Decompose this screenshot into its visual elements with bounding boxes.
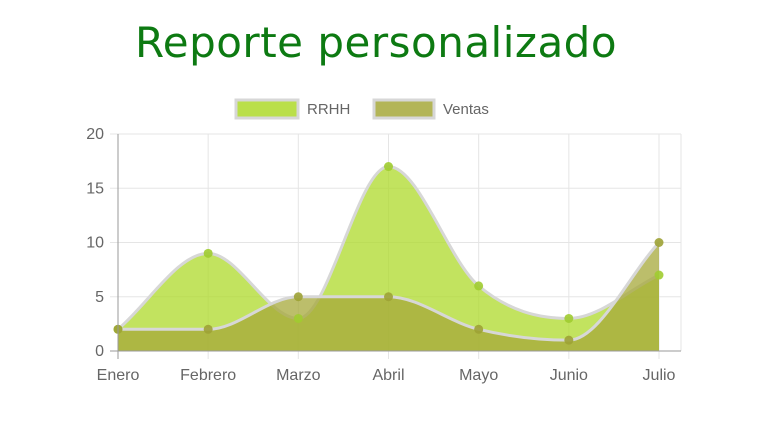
page-title: Reporte personalizado — [134, 18, 618, 67]
y-tick-label: 10 — [86, 235, 104, 252]
y-tick-label: 0 — [95, 343, 104, 360]
data-point-ventas — [203, 324, 213, 334]
legend-swatch-ventas — [372, 98, 436, 120]
legend-label-ventas: Ventas — [443, 101, 489, 118]
chart-axes: 0 5 10 15 20 Enero Febrero Marzo Abril Mayo Junio J… — [86, 126, 681, 384]
x-tick-label: Marzo — [276, 367, 321, 384]
x-tick-label: Febrero — [180, 367, 236, 384]
data-point-rrhh — [474, 281, 484, 291]
series-area-rrhh — [118, 166, 659, 351]
y-tick-label: 5 — [95, 289, 104, 306]
data-point-rrhh — [293, 313, 303, 323]
data-point-ventas — [474, 324, 484, 334]
chart-legend: RRHH Ventas — [234, 98, 489, 120]
data-point-rrhh — [654, 270, 664, 280]
chart-points — [113, 162, 664, 345]
y-tick-label: 15 — [86, 180, 104, 197]
data-point-rrhh — [203, 248, 213, 258]
legend-label-rrhh: RRHH — [307, 101, 350, 118]
x-tick-label: Abril — [372, 367, 404, 384]
y-tick-label: 20 — [86, 126, 104, 143]
x-tick-label: Mayo — [459, 367, 498, 384]
data-point-ventas — [654, 238, 664, 247]
data-point-ventas — [293, 292, 303, 302]
x-tick-label: Junio — [550, 367, 588, 384]
data-point-rrhh — [384, 162, 393, 172]
chart-areas — [117, 165, 661, 351]
x-tick-label: Enero — [97, 367, 140, 384]
data-point-ventas — [384, 292, 393, 302]
x-tick-label: Julio — [643, 367, 676, 384]
data-point-rrhh — [564, 313, 574, 323]
legend-swatch-rrhh — [234, 98, 300, 120]
data-point-ventas — [564, 335, 574, 345]
